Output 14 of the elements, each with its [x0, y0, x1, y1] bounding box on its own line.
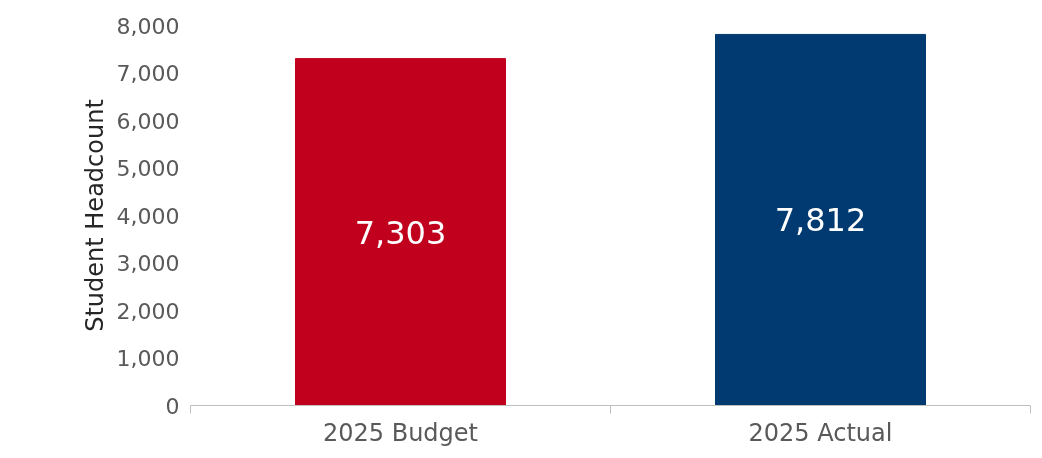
y-tick-label: 1,000: [116, 346, 180, 371]
y-tick-label: 5,000: [116, 156, 180, 181]
y-tick-label: 4,000: [116, 203, 180, 229]
x-tick-label: 2025 Budget: [322, 418, 479, 447]
y-tick-label: 0: [165, 393, 180, 419]
y-tick-label: 3,000: [116, 251, 180, 276]
data-label: 7,812: [774, 201, 867, 240]
y-tick-label: 6,000: [116, 108, 180, 134]
data-label: 7,303: [354, 213, 447, 252]
y-tick-label: 2,000: [116, 298, 180, 324]
x-tick-label: 2025 Actual: [748, 418, 893, 447]
y-tick-label: 8,000: [116, 13, 180, 39]
y-axis-title: Student Headcount: [80, 99, 109, 332]
y-tick-label: 7,000: [116, 61, 180, 86]
